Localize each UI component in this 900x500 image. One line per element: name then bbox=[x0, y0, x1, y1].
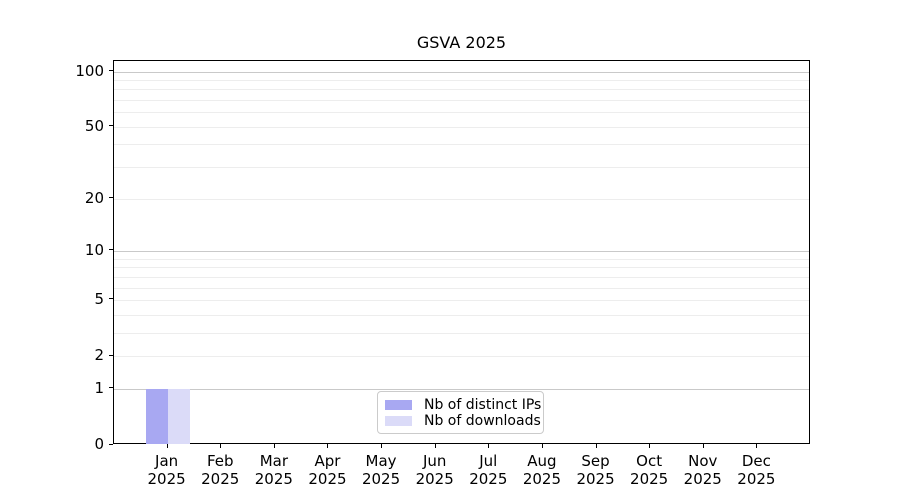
x-tick-month: Jul bbox=[479, 452, 498, 470]
x-tick-year: 2025 bbox=[201, 470, 240, 488]
legend-label: Nb of downloads bbox=[424, 413, 541, 429]
y-tick-label: 20 bbox=[84, 188, 104, 207]
x-tick-mark bbox=[434, 444, 436, 448]
minor-gridline bbox=[114, 332, 809, 334]
minor-gridline bbox=[114, 100, 809, 102]
x-tick-year: 2025 bbox=[415, 470, 454, 488]
chart-title: GSVA 2025 bbox=[416, 33, 507, 52]
major-gridline bbox=[114, 388, 809, 390]
x-tick-label: Jan 2025 bbox=[127, 452, 207, 488]
x-tick-year: 2025 bbox=[361, 470, 401, 488]
plot-area bbox=[113, 60, 810, 444]
x-tick-month: Feb bbox=[206, 452, 234, 470]
y-tick-mark bbox=[109, 354, 113, 356]
x-tick-label: May 2025 bbox=[341, 452, 421, 488]
x-tick-label: Dec 2025 bbox=[716, 452, 796, 488]
x-tick-label: Aug 2025 bbox=[502, 452, 582, 488]
x-tick-mark bbox=[166, 444, 168, 448]
x-tick-month: Aug bbox=[527, 452, 557, 470]
x-tick-year: 2025 bbox=[737, 470, 776, 488]
minor-gridline bbox=[114, 79, 809, 81]
legend-row: Nb of distinct IPs bbox=[385, 397, 541, 413]
x-tick-label: Jun 2025 bbox=[395, 452, 475, 488]
x-tick-month: Jun bbox=[422, 452, 447, 470]
minor-gridline bbox=[114, 198, 809, 200]
major-gridline bbox=[114, 71, 809, 73]
minor-gridline bbox=[114, 167, 809, 169]
x-tick-month: Sep bbox=[581, 452, 610, 470]
x-tick-month: Nov bbox=[688, 452, 718, 470]
x-tick-mark bbox=[220, 444, 222, 448]
x-tick-mark bbox=[327, 444, 329, 448]
legend-swatch-distinct-ips bbox=[385, 400, 412, 410]
y-tick-label: 50 bbox=[84, 116, 104, 135]
major-gridline bbox=[114, 250, 809, 252]
x-tick-label: Mar 2025 bbox=[234, 452, 314, 488]
legend: Nb of distinct IPs Nb of downloads bbox=[377, 391, 544, 434]
legend-swatch-downloads bbox=[385, 416, 412, 426]
legend-label: Nb of distinct IPs bbox=[424, 397, 542, 413]
y-tick-mark bbox=[109, 298, 113, 300]
minor-gridline bbox=[114, 299, 809, 301]
minor-gridline bbox=[114, 276, 809, 278]
x-tick-month: Dec bbox=[741, 452, 771, 470]
y-tick-mark bbox=[109, 125, 113, 127]
x-tick-label: Nov 2025 bbox=[663, 452, 743, 488]
minor-gridline bbox=[114, 258, 809, 260]
minor-gridline bbox=[114, 314, 809, 316]
x-tick-year: 2025 bbox=[147, 470, 186, 488]
y-tick-label: 0 bbox=[94, 435, 104, 453]
y-tick-label: 5 bbox=[94, 289, 104, 308]
x-tick-year: 2025 bbox=[308, 470, 347, 488]
minor-gridline bbox=[114, 287, 809, 289]
y-tick-mark bbox=[109, 249, 113, 251]
minor-gridline bbox=[114, 126, 809, 128]
minor-gridline bbox=[114, 356, 809, 358]
y-tick-mark bbox=[109, 443, 113, 445]
x-tick-month: May bbox=[365, 452, 397, 470]
legend-row: Nb of downloads bbox=[385, 413, 541, 429]
x-tick-mark bbox=[595, 444, 597, 448]
y-tick-mark bbox=[109, 70, 113, 71]
y-tick-label: 100 bbox=[75, 61, 104, 80]
minor-gridline bbox=[114, 89, 809, 91]
minor-gridline bbox=[114, 267, 809, 269]
x-tick-mark bbox=[649, 444, 651, 448]
y-tick-mark bbox=[109, 197, 113, 199]
x-tick-month: Jan bbox=[155, 452, 179, 470]
x-tick-label: Apr 2025 bbox=[287, 452, 367, 488]
minor-gridline bbox=[114, 112, 809, 114]
x-tick-month: Mar bbox=[259, 452, 288, 470]
x-tick-label: Oct 2025 bbox=[609, 452, 689, 488]
x-tick-year: 2025 bbox=[254, 470, 293, 488]
x-tick-label: Feb 2025 bbox=[180, 452, 260, 488]
x-tick-mark bbox=[756, 444, 758, 448]
x-tick-year: 2025 bbox=[683, 470, 722, 488]
x-tick-mark bbox=[702, 444, 704, 448]
minor-gridline bbox=[114, 144, 809, 146]
x-tick-month: Apr bbox=[314, 452, 341, 470]
x-tick-mark bbox=[273, 444, 275, 448]
y-tick-label: 1 bbox=[94, 378, 104, 397]
x-tick-year: 2025 bbox=[576, 470, 615, 488]
bar-downloads bbox=[167, 388, 190, 444]
x-tick-year: 2025 bbox=[469, 470, 508, 488]
y-tick-label: 2 bbox=[94, 346, 104, 365]
x-tick-label: Jul 2025 bbox=[448, 452, 528, 488]
x-tick-month: Oct bbox=[636, 452, 663, 470]
x-tick-mark bbox=[488, 444, 490, 448]
x-tick-year: 2025 bbox=[630, 470, 669, 488]
bar-distinct-ips bbox=[145, 388, 168, 444]
x-tick-year: 2025 bbox=[522, 470, 562, 488]
x-tick-mark bbox=[381, 444, 383, 448]
y-tick-mark bbox=[109, 387, 113, 389]
y-tick-label: 10 bbox=[84, 240, 104, 259]
x-tick-label: Sep 2025 bbox=[556, 452, 636, 488]
x-tick-mark bbox=[541, 444, 543, 448]
